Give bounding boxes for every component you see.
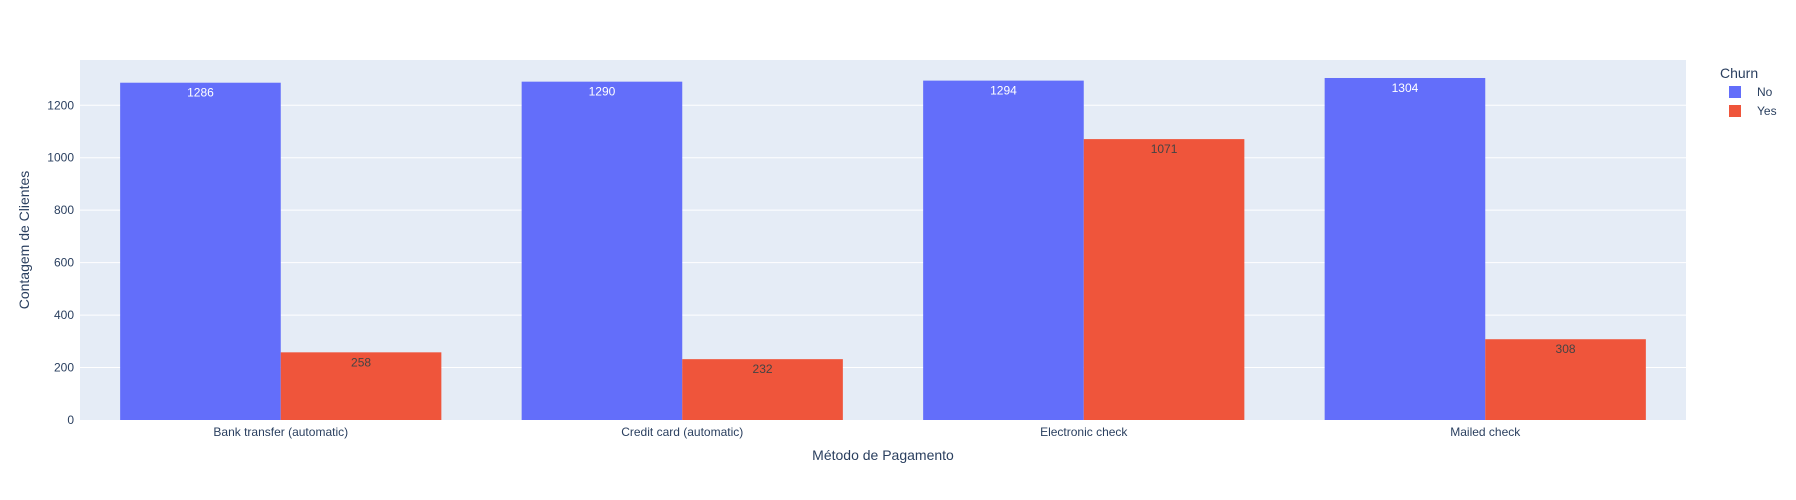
- x-tick-label: Bank transfer (automatic): [213, 425, 348, 439]
- bar-yes[interactable]: [280, 352, 442, 420]
- bar-value-label: 258: [351, 355, 371, 369]
- bar-value-label: 1290: [589, 85, 616, 99]
- bar-value-label: 232: [753, 362, 773, 376]
- bar-yes[interactable]: [1485, 339, 1646, 420]
- bar-no[interactable]: [521, 81, 683, 420]
- bar-value-label: 1071: [1151, 142, 1178, 156]
- y-axis-ticks: 0 200 400 600 800 1000 1200: [47, 98, 74, 427]
- bar-value-label: 308: [1556, 342, 1576, 356]
- legend-swatch: [1729, 86, 1741, 98]
- bar-yes[interactable]: [1083, 139, 1245, 421]
- x-tick-label: Mailed check: [1450, 425, 1521, 439]
- legend-label: Yes: [1757, 104, 1777, 118]
- data-labels: 1286 258 1290 232 1294 1071 1304 308: [187, 81, 1576, 376]
- legend-swatch: [1729, 105, 1741, 117]
- y-tick-label: 200: [54, 361, 74, 375]
- bar-no[interactable]: [923, 80, 1084, 420]
- x-tick-label: Credit card (automatic): [621, 425, 743, 439]
- y-tick-label: 400: [54, 308, 74, 322]
- bars: [120, 77, 1646, 421]
- bar-no[interactable]: [120, 82, 281, 420]
- bar-value-label: 1304: [1392, 81, 1419, 95]
- y-axis-title: Contagem de Clientes: [16, 171, 32, 310]
- bar-value-label: 1286: [187, 86, 214, 100]
- bar-value-label: 1294: [990, 84, 1017, 98]
- bar-yes[interactable]: [682, 359, 843, 420]
- x-axis-title: Método de Pagamento: [812, 447, 954, 463]
- x-axis-ticks: Bank transfer (automatic) Credit card (au…: [213, 425, 1521, 439]
- legend-item-yes[interactable]: Yes: [1729, 104, 1777, 118]
- legend[interactable]: Churn No Yes: [1720, 65, 1777, 118]
- bar-no[interactable]: [1324, 77, 1486, 421]
- legend-label: No: [1757, 85, 1773, 99]
- x-tick-label: Electronic check: [1040, 425, 1128, 439]
- y-tick-label: 600: [54, 256, 74, 270]
- legend-item-no[interactable]: No: [1729, 85, 1773, 99]
- y-tick-label: 0: [67, 413, 74, 427]
- y-tick-label: 1000: [47, 151, 74, 165]
- y-tick-label: 800: [54, 203, 74, 217]
- y-tick-label: 1200: [47, 98, 74, 112]
- legend-title: Churn: [1720, 65, 1758, 81]
